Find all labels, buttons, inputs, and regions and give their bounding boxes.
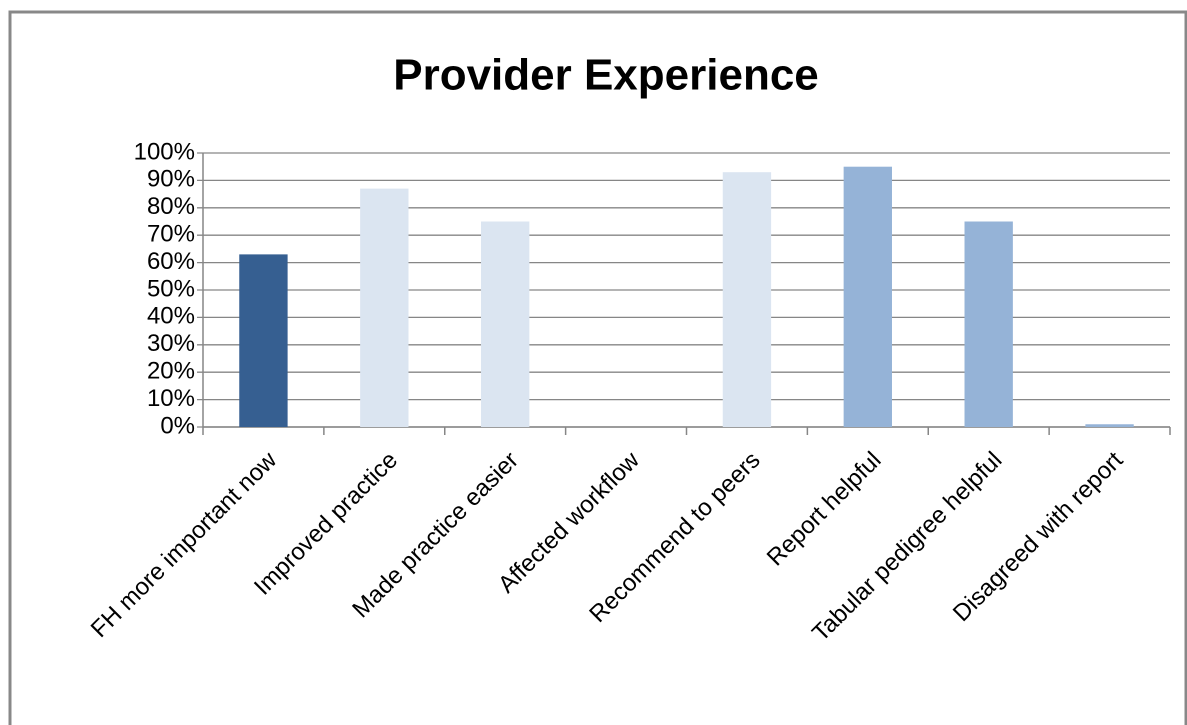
y-tick-label: 70% (147, 221, 195, 248)
y-tick-label: 20% (147, 358, 195, 385)
chart-title: Provider Experience (393, 51, 819, 100)
y-tick-label: 80% (147, 193, 195, 220)
bar (964, 221, 1013, 427)
y-tick-label: 100% (134, 138, 195, 165)
y-tick-label: 0% (160, 412, 195, 439)
bar (1085, 424, 1134, 427)
bar (722, 172, 772, 427)
y-tick-label: 10% (147, 385, 195, 412)
bar (239, 254, 288, 427)
y-tick-label: 60% (147, 248, 195, 275)
y-tick-label: 40% (147, 303, 195, 330)
y-tick-label: 50% (147, 275, 195, 302)
bar (360, 188, 409, 427)
y-tick-label: 30% (147, 330, 195, 357)
bar (481, 221, 530, 427)
bar (843, 166, 892, 427)
y-tick-label: 90% (147, 166, 195, 193)
